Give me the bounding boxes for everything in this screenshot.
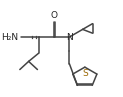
Text: H₂N: H₂N bbox=[2, 32, 19, 42]
Text: O: O bbox=[50, 11, 57, 20]
Text: S: S bbox=[82, 69, 88, 78]
Text: N: N bbox=[66, 33, 73, 42]
